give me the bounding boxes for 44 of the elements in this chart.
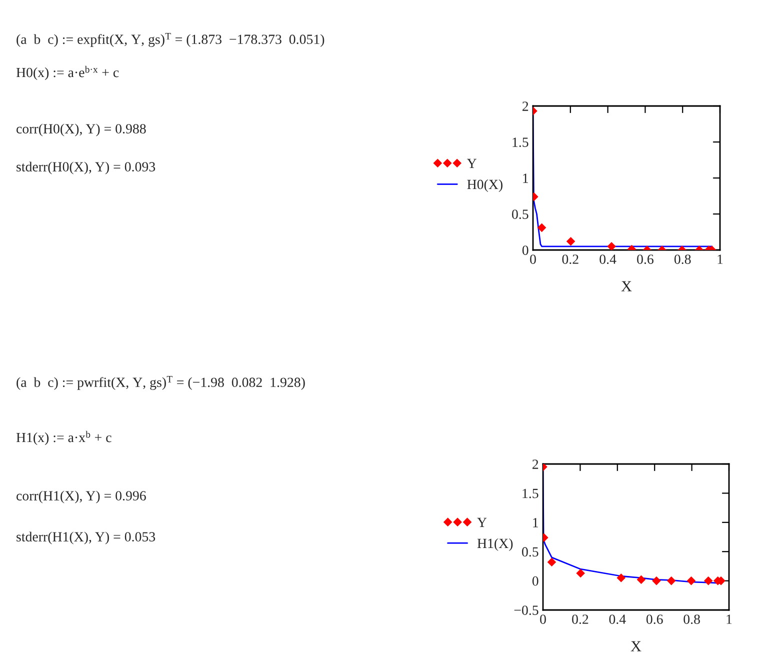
- point: [666, 576, 676, 586]
- point: [704, 576, 713, 586]
- x-tick-label: 0.8: [674, 254, 691, 264]
- point: [547, 558, 556, 567]
- text: (a b c) := pwrfit(X, Y, gs)$^{T}$ = (−1.98 0.082 1.928): [16, 376, 305, 390]
- text: stderr(H0(X), Y) = 0.093: [16, 162, 156, 174]
- point: [576, 568, 585, 578]
- point: [686, 576, 696, 586]
- x-tick-label: 0.8: [684, 614, 700, 624]
- y-tick-label: 0: [532, 576, 538, 586]
- text: corr(H0(X), Y) = 0.988: [16, 124, 146, 136]
- y-tick-label: −0.5: [514, 606, 538, 616]
- text: (a b c) := expfit(X, Y, gs)$^{T}$ = (1.873 −178.373 0.051): [16, 33, 324, 47]
- y-tick-label: 1.5: [522, 488, 538, 498]
- text: H0(x) := a·e$^{b·x}$ + c: [16, 66, 119, 80]
- y-tick-label: 2: [522, 102, 528, 111]
- x-tick-label: 0.6: [646, 614, 663, 624]
- x-tick-label: 0.2: [572, 614, 588, 624]
- point: [652, 576, 661, 586]
- y-tick-label: 1: [533, 518, 538, 528]
- x-axis-title: X: [630, 641, 642, 652]
- y-tick-label: 0: [522, 246, 528, 255]
- point: [616, 573, 626, 582]
- text: H1(x) := a·x$^{b}$ + c: [16, 430, 112, 446]
- x-tick-label: 0.4: [600, 254, 616, 264]
- x-tick-label: 0.6: [637, 254, 654, 264]
- legend-label: Y: [466, 158, 476, 168]
- x-tick-label: 0.2: [562, 254, 578, 264]
- y-tick-label: 0.5: [522, 547, 538, 557]
- x-axis-title: X: [621, 281, 632, 292]
- x-tick-label: 0.4: [609, 614, 626, 624]
- x-tick-label: 0: [540, 614, 546, 624]
- y-tick-label: 1.5: [512, 138, 528, 148]
- x-tick-label: 1: [726, 614, 732, 624]
- point: [636, 575, 646, 584]
- y-tick-label: 2: [532, 460, 538, 469]
- legend-label: Y: [477, 518, 487, 527]
- y-tick-label: 0.5: [512, 210, 528, 220]
- x-tick-label: 1: [718, 254, 723, 264]
- legend-label: H1(X): [477, 538, 513, 551]
- text: stderr(H1(X), Y) = 0.053: [16, 532, 156, 544]
- y-tick-label: 1: [523, 174, 528, 183]
- legend-label: H0(X): [467, 179, 502, 192]
- text: corr(H1(X), Y) = 0.996: [16, 490, 146, 504]
